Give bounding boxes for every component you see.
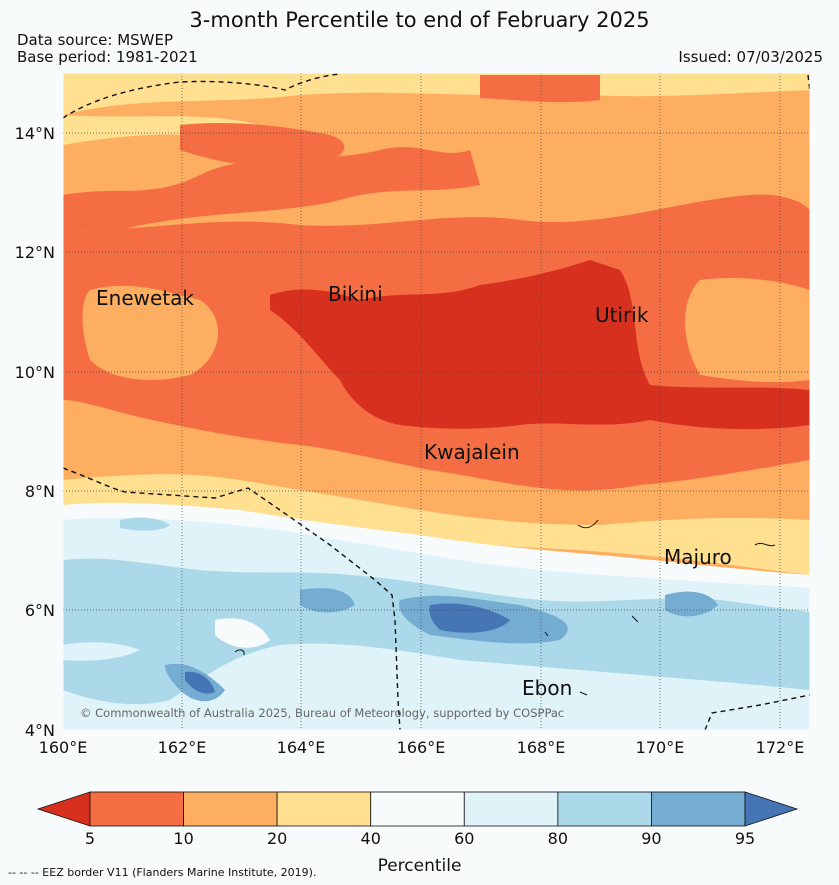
lon-tick-label: 162°E	[158, 738, 207, 757]
lat-tick-label: 8°N	[25, 482, 55, 501]
colorbar: 5 10 20 40 60 80 90 95	[36, 791, 799, 848]
lat-tick-label: 4°N	[25, 721, 55, 740]
lat-tick-label: 12°N	[15, 243, 55, 262]
colorbar-segment	[183, 791, 278, 827]
map-frame	[62, 72, 811, 731]
colorbar-title: Percentile	[377, 856, 462, 876]
place-label-enewetak: Enewetak	[96, 286, 194, 310]
colorbar-tick-label: 90	[641, 829, 661, 848]
colorbar-tick-label: 95	[735, 829, 755, 848]
place-label-majuro: Majuro	[664, 545, 732, 569]
colorbar-segment	[557, 791, 652, 827]
eez-border	[62, 73, 811, 731]
place-label-kwajalein: Kwajalein	[424, 440, 520, 464]
colorbar-tick-label: 10	[173, 829, 193, 848]
data-source-label: Data source: MSWEP	[17, 31, 174, 49]
lat-tick-label: 10°N	[15, 363, 55, 382]
colorbar-segment	[651, 791, 746, 827]
lon-tick-label: 172°E	[756, 738, 805, 757]
colorbar-segment	[89, 791, 184, 827]
colorbar-tick-label: 40	[361, 829, 381, 848]
colorbar-segment	[463, 791, 559, 827]
lat-tick-label: 14°N	[15, 124, 55, 143]
place-label-ebon: Ebon	[522, 676, 572, 700]
lon-tick-label: 164°E	[277, 738, 326, 757]
lon-tick-label: 166°E	[397, 738, 446, 757]
colorbar-extend-low	[36, 791, 91, 827]
lon-tick-label: 168°E	[517, 738, 566, 757]
percentile-field	[63, 73, 810, 730]
base-period-label: Base period: 1981-2021	[17, 48, 198, 66]
atoll-outlines	[234, 519, 776, 696]
lon-tick-label: 170°E	[636, 738, 685, 757]
colorbar-tick-label: 5	[85, 829, 95, 848]
eez-footnote: -- -- -- EEZ border V11 (Flanders Marine…	[8, 866, 317, 879]
colorbar-segment	[370, 791, 465, 827]
place-label-bikini: Bikini	[328, 282, 383, 306]
map-title: 3-month Percentile to end of February 20…	[189, 8, 650, 32]
colorbar-tick-label: 80	[548, 829, 568, 848]
colorbar-extend-high	[744, 791, 799, 827]
colorbar-tick-label: 60	[454, 829, 474, 848]
place-label-utirik: Utirik	[595, 303, 649, 327]
issued-date-label: Issued: 07/03/2025	[678, 48, 823, 66]
copyright-notice: © Commonwealth of Australia 2025, Bureau…	[80, 706, 564, 720]
colorbar-segment	[276, 791, 372, 827]
colorbar-tick-label: 20	[267, 829, 287, 848]
lon-tick-label: 160°E	[39, 738, 88, 757]
lat-tick-label: 6°N	[25, 601, 55, 620]
